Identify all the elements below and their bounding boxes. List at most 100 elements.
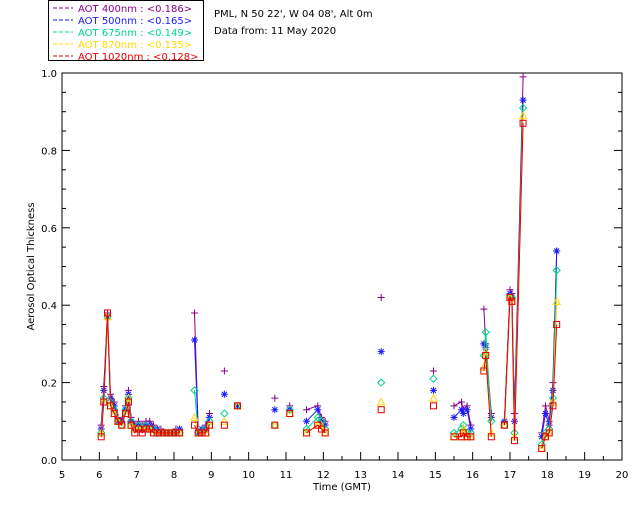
legend-entry: AOT 675nm : <0.149> (78, 28, 192, 39)
legend-entry: AOT 870nm : <0.135> (78, 40, 192, 51)
data-point (233, 402, 241, 410)
data-point (121, 410, 129, 418)
data-point (303, 417, 311, 425)
data-point (508, 297, 516, 305)
x-tick-label: 9 (208, 470, 214, 481)
data-point (190, 412, 199, 421)
series-line (100, 312, 180, 437)
data-point (157, 429, 165, 437)
series-line (100, 312, 180, 434)
data-point (314, 421, 322, 429)
data-point (538, 444, 546, 452)
x-axis-label: Time (GMT) (312, 482, 371, 493)
data-point (118, 421, 126, 429)
data-point (506, 293, 514, 301)
data-point (545, 429, 553, 437)
data-point (172, 429, 180, 437)
data-point (450, 433, 458, 441)
data-point (541, 410, 549, 418)
y-tick-label: 0.6 (41, 224, 57, 235)
x-tick-label: 19 (578, 470, 591, 481)
data-point (376, 397, 386, 406)
x-tick-label: 6 (96, 470, 102, 481)
data-point (459, 429, 467, 437)
data-point (220, 416, 229, 425)
data-point (205, 417, 214, 426)
y-tick-label: 0.0 (41, 456, 57, 467)
data-point (487, 417, 496, 426)
data-point (480, 305, 488, 313)
data-point (480, 367, 488, 375)
data-point (519, 119, 527, 127)
data-point (553, 321, 561, 329)
series-2 (96, 103, 561, 449)
data-point (487, 433, 495, 441)
data-point (518, 111, 528, 120)
data-point (202, 429, 210, 437)
site-location: PML, N 50 22', W 04 08', Alt 0m (214, 9, 373, 20)
x-tick-label: 12 (317, 470, 330, 481)
x-tick-label: 8 (171, 470, 177, 481)
data-point (164, 429, 172, 437)
series-line (306, 424, 326, 434)
data-point (480, 340, 488, 348)
y-axis-label: Aerosol Optical Thickness (26, 202, 37, 330)
x-tick-label: 14 (392, 470, 405, 481)
data-point (220, 409, 229, 418)
data-point (519, 96, 527, 104)
data-point (429, 393, 438, 402)
x-tick-label: 17 (504, 470, 517, 481)
data-point (321, 429, 329, 437)
data-point (198, 429, 206, 437)
data-point (457, 406, 465, 414)
x-tick-label: 5 (59, 470, 65, 481)
x-tick-label: 10 (242, 470, 255, 481)
data-point (135, 425, 143, 433)
data-point (191, 309, 199, 317)
series-0 (97, 73, 561, 437)
data-point (110, 410, 118, 418)
data-point (271, 421, 279, 429)
y-tick-label: 0.8 (41, 146, 57, 157)
x-tick-label: 13 (354, 470, 367, 481)
series-line (483, 355, 492, 437)
y-tick-label: 0.2 (41, 379, 57, 390)
series-line (483, 332, 492, 422)
series-4 (97, 119, 561, 452)
data-point (190, 386, 199, 395)
data-point (519, 73, 527, 81)
series-line (100, 316, 180, 434)
data-point (142, 425, 150, 433)
data-point (500, 421, 508, 429)
series-3 (96, 111, 562, 452)
data-point (376, 378, 386, 387)
data-point (457, 398, 465, 406)
data-point (549, 402, 557, 410)
data-series (96, 73, 562, 452)
data-point (191, 336, 199, 344)
y-tick-label: 1.0 (41, 69, 57, 80)
data-point (538, 433, 546, 441)
axis-ticks: 5 6 7 8 9 10 11 12 13 14 15 16 17 18 19 20 0.0 0.2 0.4 0.6 0… (41, 69, 628, 481)
data-point (377, 293, 385, 301)
legend-entry: AOT 1020nm : <0.128> (78, 52, 198, 63)
data-point (482, 352, 490, 360)
data-point (377, 348, 385, 356)
x-tick-label: 16 (466, 470, 479, 481)
data-point (220, 421, 228, 429)
x-tick-label: 18 (541, 470, 554, 481)
data-point (553, 247, 561, 255)
data-point (317, 420, 326, 429)
y-tick-label: 0.4 (41, 301, 57, 312)
data-point (314, 406, 322, 414)
data-point (450, 402, 458, 410)
x-tick-label: 11 (280, 470, 293, 481)
data-point (541, 402, 549, 410)
data-point (131, 429, 139, 437)
data-point (153, 429, 161, 437)
series-line (100, 316, 180, 434)
data-point (481, 328, 490, 337)
data-point (317, 425, 325, 433)
data-point (429, 402, 437, 410)
